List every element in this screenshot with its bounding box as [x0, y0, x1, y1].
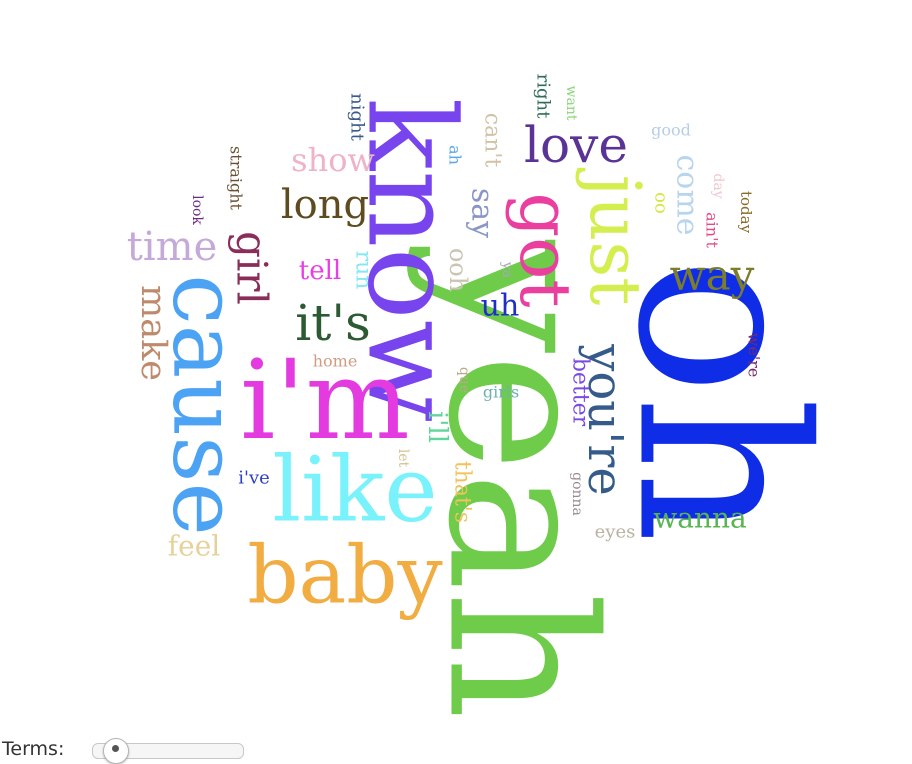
terms-slider-thumb[interactable] [103, 738, 130, 764]
word-show[interactable]: show [291, 141, 375, 179]
word-good[interactable]: good [651, 121, 691, 140]
word-ah[interactable]: ah [446, 145, 465, 165]
word-you-re[interactable]: you're [577, 343, 633, 495]
word-feel[interactable]: feel [168, 530, 221, 563]
word-wanna[interactable]: wanna [653, 502, 746, 535]
word-we-re[interactable]: we're [745, 333, 764, 378]
word-just[interactable]: just [574, 168, 656, 306]
word-night[interactable]: night [347, 93, 368, 141]
word-uh[interactable]: uh [481, 289, 520, 324]
word-that-s[interactable]: that's [450, 461, 475, 523]
word-ooh[interactable]: ooh [444, 248, 472, 292]
word-today[interactable]: today [737, 191, 755, 234]
word-love[interactable]: love [524, 116, 628, 174]
word-ya[interactable]: ya [499, 261, 515, 278]
word-girls[interactable]: girls [483, 383, 519, 402]
word-got[interactable]: got [504, 192, 586, 307]
word-way[interactable]: way [670, 251, 755, 300]
word-long[interactable]: long [281, 182, 369, 228]
word-baby[interactable]: baby [247, 529, 442, 622]
word-tell[interactable]: tell [299, 256, 341, 286]
word-i-m[interactable]: i'm [240, 336, 410, 464]
word-i-ve[interactable]: i've [238, 468, 270, 489]
word-can-t[interactable]: can't [480, 113, 505, 168]
word-girl[interactable]: girl [228, 231, 277, 305]
word-time[interactable]: time [127, 224, 217, 270]
word-make[interactable]: make [133, 285, 173, 381]
word-right[interactable]: right [533, 74, 554, 119]
word-know[interactable]: know [341, 98, 480, 423]
word-home[interactable]: home [313, 352, 358, 371]
word-oo[interactable]: oo [651, 192, 672, 214]
word-say[interactable]: say [465, 188, 500, 238]
word-want[interactable]: want [563, 86, 579, 121]
word-day[interactable]: day [710, 173, 726, 198]
word-gonna[interactable]: gonna [569, 472, 585, 516]
word-like[interactable]: like [272, 438, 437, 543]
word-oh[interactable]: oh [587, 257, 854, 544]
word-better[interactable]: better [568, 358, 593, 427]
word-straight[interactable]: straight [227, 146, 246, 210]
word-let[interactable]: let [395, 449, 411, 468]
word-cause[interactable]: cause [153, 274, 258, 535]
word-run[interactable]: run [351, 251, 376, 290]
word-come[interactable]: come [670, 154, 705, 235]
word-look[interactable]: look [189, 195, 205, 225]
word-it-s[interactable]: it's [295, 294, 371, 352]
word-que[interactable]: que [456, 367, 472, 393]
terms-label: Terms: [2, 738, 65, 760]
word-eyes[interactable]: eyes [595, 522, 636, 543]
terms-control: Terms: [0, 734, 400, 764]
word-i-ll[interactable]: i'll [422, 411, 452, 443]
word-yeah[interactable]: yeah [404, 239, 637, 719]
word-ain-t[interactable]: ain't [703, 212, 722, 248]
